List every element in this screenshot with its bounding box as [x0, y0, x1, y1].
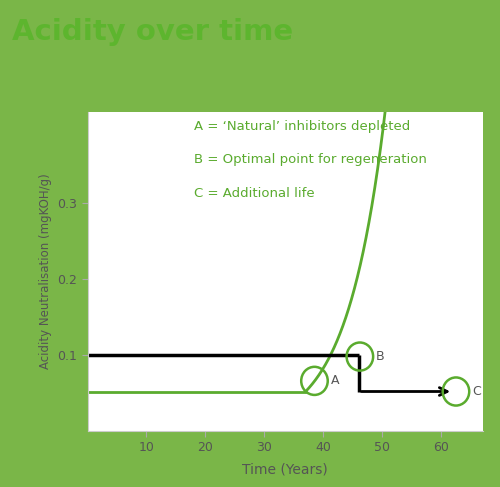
- Y-axis label: Acidity Neutralisation (mgKOH/g): Acidity Neutralisation (mgKOH/g): [38, 174, 52, 369]
- Text: C = Additional life: C = Additional life: [194, 187, 315, 200]
- Text: Acidity over time: Acidity over time: [12, 19, 294, 46]
- Text: A = ‘Natural’ inhibitors depleted: A = ‘Natural’ inhibitors depleted: [194, 120, 410, 133]
- Text: C: C: [472, 385, 481, 398]
- Text: B: B: [376, 350, 384, 363]
- X-axis label: Time (Years): Time (Years): [242, 463, 328, 477]
- Text: B = Optimal point for regeneration: B = Optimal point for regeneration: [194, 153, 427, 167]
- Text: A: A: [330, 375, 339, 387]
